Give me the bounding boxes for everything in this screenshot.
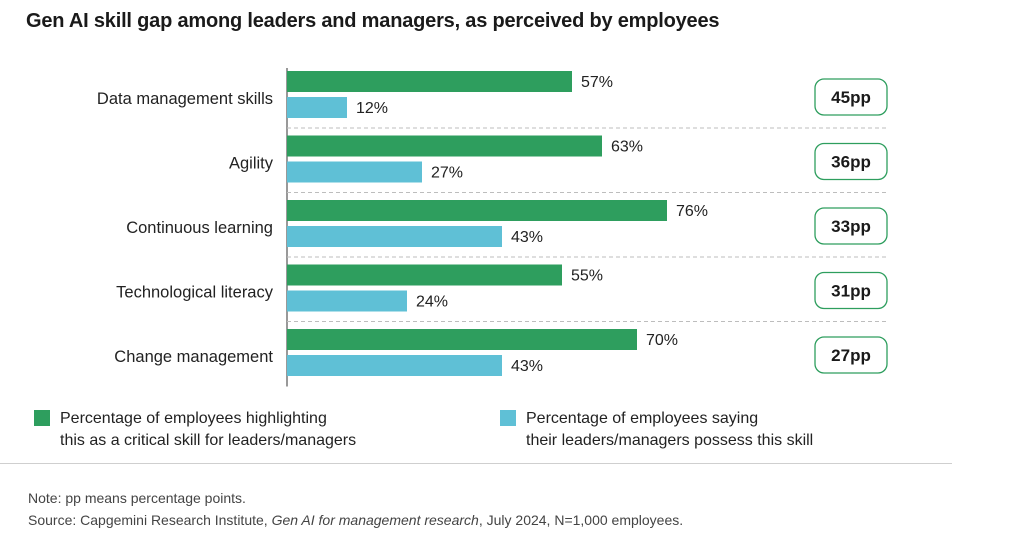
bar-critical [287, 135, 602, 157]
data-label-critical: 63% [611, 139, 643, 156]
data-label-critical: 55% [571, 268, 603, 285]
source-suffix: , July 2024, N=1,000 employees. [478, 512, 684, 528]
bar-critical [287, 71, 572, 92]
legend-label-critical-line2: this as a critical skill for leaders/man… [60, 432, 357, 449]
gap-badge [814, 78, 888, 116]
bar-critical [287, 200, 667, 221]
gap-value: 31pp [831, 282, 871, 301]
data-label-critical: 70% [646, 332, 678, 349]
bar-possess [287, 226, 502, 247]
bar-possess [287, 355, 502, 376]
category-label: Change management [114, 348, 273, 366]
category-label: Continuous learning [126, 219, 273, 237]
data-label-critical: 76% [676, 203, 708, 220]
gap-value: 45pp [831, 88, 871, 107]
gap-badge [814, 336, 888, 374]
gap-value: 33pp [831, 217, 871, 236]
gap-badge [814, 142, 888, 181]
footer-source: Source: Capgemini Research Institute, Ge… [28, 512, 683, 528]
category-label: Technological literacy [116, 284, 274, 302]
data-label-possess: 24% [416, 294, 448, 311]
legend-label-possess-line2: their leaders/managers possess this skil… [526, 432, 814, 449]
bar-possess [287, 290, 407, 312]
category-label: Data management skills [97, 90, 273, 108]
bar-critical [287, 329, 637, 350]
legend-item-critical: Percentage of employees highlighting thi… [34, 408, 400, 452]
data-label-possess: 43% [511, 229, 543, 246]
bar-possess [287, 161, 422, 183]
bar-chart: Data management skills 57% 12% 45pp Agility 6… [97, 68, 888, 387]
gap-badge [814, 207, 888, 245]
source-title: Gen AI for management research [271, 512, 479, 528]
legend-label-possess-line1: Percentage of employees saying [526, 410, 759, 427]
legend-label-critical-line1: Percentage of employees highlighting [60, 410, 327, 427]
gap-badge [814, 271, 888, 310]
gap-value: 36pp [831, 153, 871, 172]
legend-swatch-critical [34, 410, 50, 426]
bar-possess [287, 97, 347, 118]
footer-divider [0, 463, 952, 464]
category-label: Agility [229, 155, 274, 173]
data-label-possess: 12% [356, 100, 388, 117]
bar-critical [287, 264, 562, 286]
chart-title: Gen AI skill gap among leaders and manag… [26, 10, 720, 32]
legend-swatch-possess [500, 410, 516, 426]
source-prefix: Source: Capgemini Research Institute, [28, 512, 272, 528]
footer-note: Note: pp means percentage points. [28, 490, 246, 506]
data-label-possess: 43% [511, 358, 543, 375]
legend-item-possess: Percentage of employees saying their lea… [500, 408, 866, 452]
gap-value: 27pp [831, 346, 871, 365]
data-label-possess: 27% [431, 165, 463, 182]
data-label-critical: 57% [581, 74, 613, 91]
